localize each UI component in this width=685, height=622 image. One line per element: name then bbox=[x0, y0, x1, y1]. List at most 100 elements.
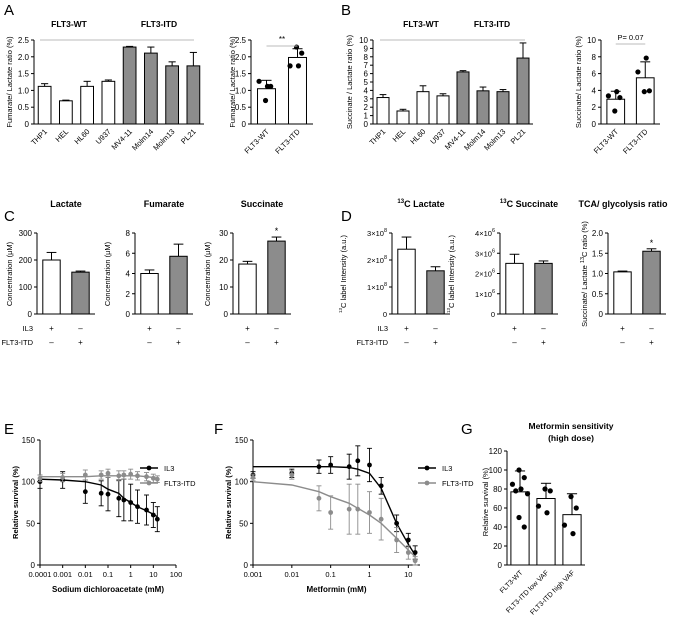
data-point bbox=[82, 489, 88, 495]
x-tick-label: FLT3-WT bbox=[243, 127, 272, 156]
bar bbox=[426, 270, 445, 315]
panel-letter-d: D bbox=[341, 208, 352, 225]
data-point bbox=[60, 475, 66, 480]
y-tick-label: 20 bbox=[219, 256, 228, 265]
y-tick-label: 2 bbox=[126, 290, 131, 299]
data-point bbox=[116, 495, 122, 501]
legend-label: FLT3-ITD bbox=[442, 479, 474, 488]
x-tick-label: 0.001 bbox=[53, 570, 72, 579]
flt3-itd-sign: + bbox=[541, 338, 546, 347]
y-tick-label: 3×108 bbox=[367, 228, 387, 238]
x-tick-label: HL60 bbox=[72, 127, 91, 146]
y-tick-label: 0 bbox=[126, 310, 131, 319]
y-tick-label: 8 bbox=[364, 53, 369, 62]
bar bbox=[42, 259, 61, 315]
y-title-part: C ratio (%) bbox=[580, 221, 589, 257]
y-tick-label: 30 bbox=[219, 229, 228, 238]
y-tick-label: 2×108 bbox=[367, 255, 387, 265]
bar bbox=[238, 263, 257, 315]
y-axis-title: Concentration (μM) bbox=[103, 241, 112, 306]
y-tick-label: 1.5 bbox=[235, 70, 247, 79]
y-tick-label: 3 bbox=[364, 95, 369, 104]
x-tick-label: FLT3-WT bbox=[499, 569, 525, 595]
bar bbox=[80, 85, 94, 125]
y-tick-label: 100 bbox=[489, 466, 503, 475]
panel-title: Metformin sensitivity bbox=[528, 421, 613, 431]
x-tick-label: 0.01 bbox=[285, 570, 300, 579]
superscript: 13 bbox=[397, 199, 404, 205]
x-axis-title: Metformin (mM) bbox=[307, 585, 367, 594]
y-tick-label: 0 bbox=[25, 120, 30, 129]
y-tick-label: 0 bbox=[383, 310, 387, 319]
data-point bbox=[378, 516, 384, 522]
bar bbox=[144, 52, 158, 125]
data-point bbox=[573, 505, 579, 511]
y-tick-label: 6 bbox=[592, 70, 597, 79]
data-point bbox=[128, 471, 134, 477]
bar bbox=[376, 97, 390, 125]
bar bbox=[71, 271, 90, 315]
bar bbox=[169, 255, 188, 315]
y-axis-title: Fumarate/ Lactate ratio (%) bbox=[5, 36, 14, 128]
y-tick-label: 0 bbox=[592, 120, 597, 129]
il3-sign: + bbox=[147, 324, 152, 333]
il3-sign: – bbox=[649, 324, 654, 333]
y-tick-label: 60 bbox=[493, 504, 502, 513]
y-tick-label: 1 bbox=[364, 112, 369, 121]
x-tick-label: PL21 bbox=[179, 127, 198, 146]
flt3-itd-sign: – bbox=[512, 338, 517, 347]
data-point bbox=[262, 97, 269, 104]
flt3-itd-sign: – bbox=[620, 338, 625, 347]
fit-curve bbox=[39, 478, 158, 518]
bar bbox=[496, 91, 510, 125]
y-tick-label: 0 bbox=[28, 310, 33, 319]
data-point bbox=[367, 462, 372, 468]
data-point bbox=[121, 497, 127, 503]
y-tick-label: 2 bbox=[592, 103, 597, 112]
data-point bbox=[154, 476, 160, 482]
y-axis-title: Succinate/ Lactate ratio (%) bbox=[574, 35, 583, 128]
y-tick-label: 2.5 bbox=[235, 36, 247, 45]
y-tick-label: 0.5 bbox=[592, 290, 604, 299]
panel-subtitle: (high dose) bbox=[548, 433, 594, 443]
x-tick-label: HEL bbox=[54, 127, 71, 144]
y-tick-exponent: 8 bbox=[384, 255, 387, 261]
data-point bbox=[150, 512, 156, 518]
y-tick-exponent: 6 bbox=[492, 289, 495, 295]
panel-letter-c: C bbox=[4, 208, 15, 225]
x-tick-label: 0.001 bbox=[244, 570, 263, 579]
data-point bbox=[516, 514, 522, 521]
y-tick-label: 6 bbox=[364, 70, 369, 79]
panel-title: TCA/ glycolysis ratio bbox=[578, 199, 668, 209]
data-point bbox=[516, 467, 522, 473]
title-main: C label Intensity (a.u.) bbox=[447, 235, 456, 308]
panel-letter-g: G bbox=[461, 421, 473, 438]
y-title-part: Succinate/ Lactate bbox=[580, 263, 589, 327]
x-tick-label: PL21 bbox=[509, 127, 528, 146]
data-point bbox=[289, 472, 295, 478]
data-point bbox=[82, 472, 88, 478]
superscript: 13 bbox=[500, 199, 507, 205]
il3-sign: + bbox=[245, 324, 250, 333]
group-label-itd: FLT3-ITD bbox=[474, 19, 510, 29]
bar bbox=[37, 85, 52, 125]
superscript: 13 bbox=[338, 307, 343, 313]
y-tick-label: 5 bbox=[364, 78, 369, 87]
data-point bbox=[116, 473, 122, 479]
data-point bbox=[346, 506, 352, 512]
data-point bbox=[105, 470, 111, 476]
y-tick-exponent: 6 bbox=[492, 248, 495, 254]
fit-curve bbox=[253, 466, 416, 556]
bar bbox=[267, 240, 286, 315]
data-point bbox=[256, 78, 262, 84]
y-tick-label: 3×106 bbox=[475, 248, 495, 258]
data-point bbox=[355, 458, 361, 464]
x-tick-label: THP1 bbox=[29, 127, 49, 147]
data-point bbox=[542, 486, 548, 492]
y-axis-title: Fumarate/ Lactate ratio (%) bbox=[228, 36, 237, 128]
y-axis-title: Relative survival (%) bbox=[11, 466, 20, 539]
data-point bbox=[287, 63, 293, 69]
y-tick-label: 1.5 bbox=[18, 70, 30, 79]
superscript: 13 bbox=[580, 257, 586, 263]
